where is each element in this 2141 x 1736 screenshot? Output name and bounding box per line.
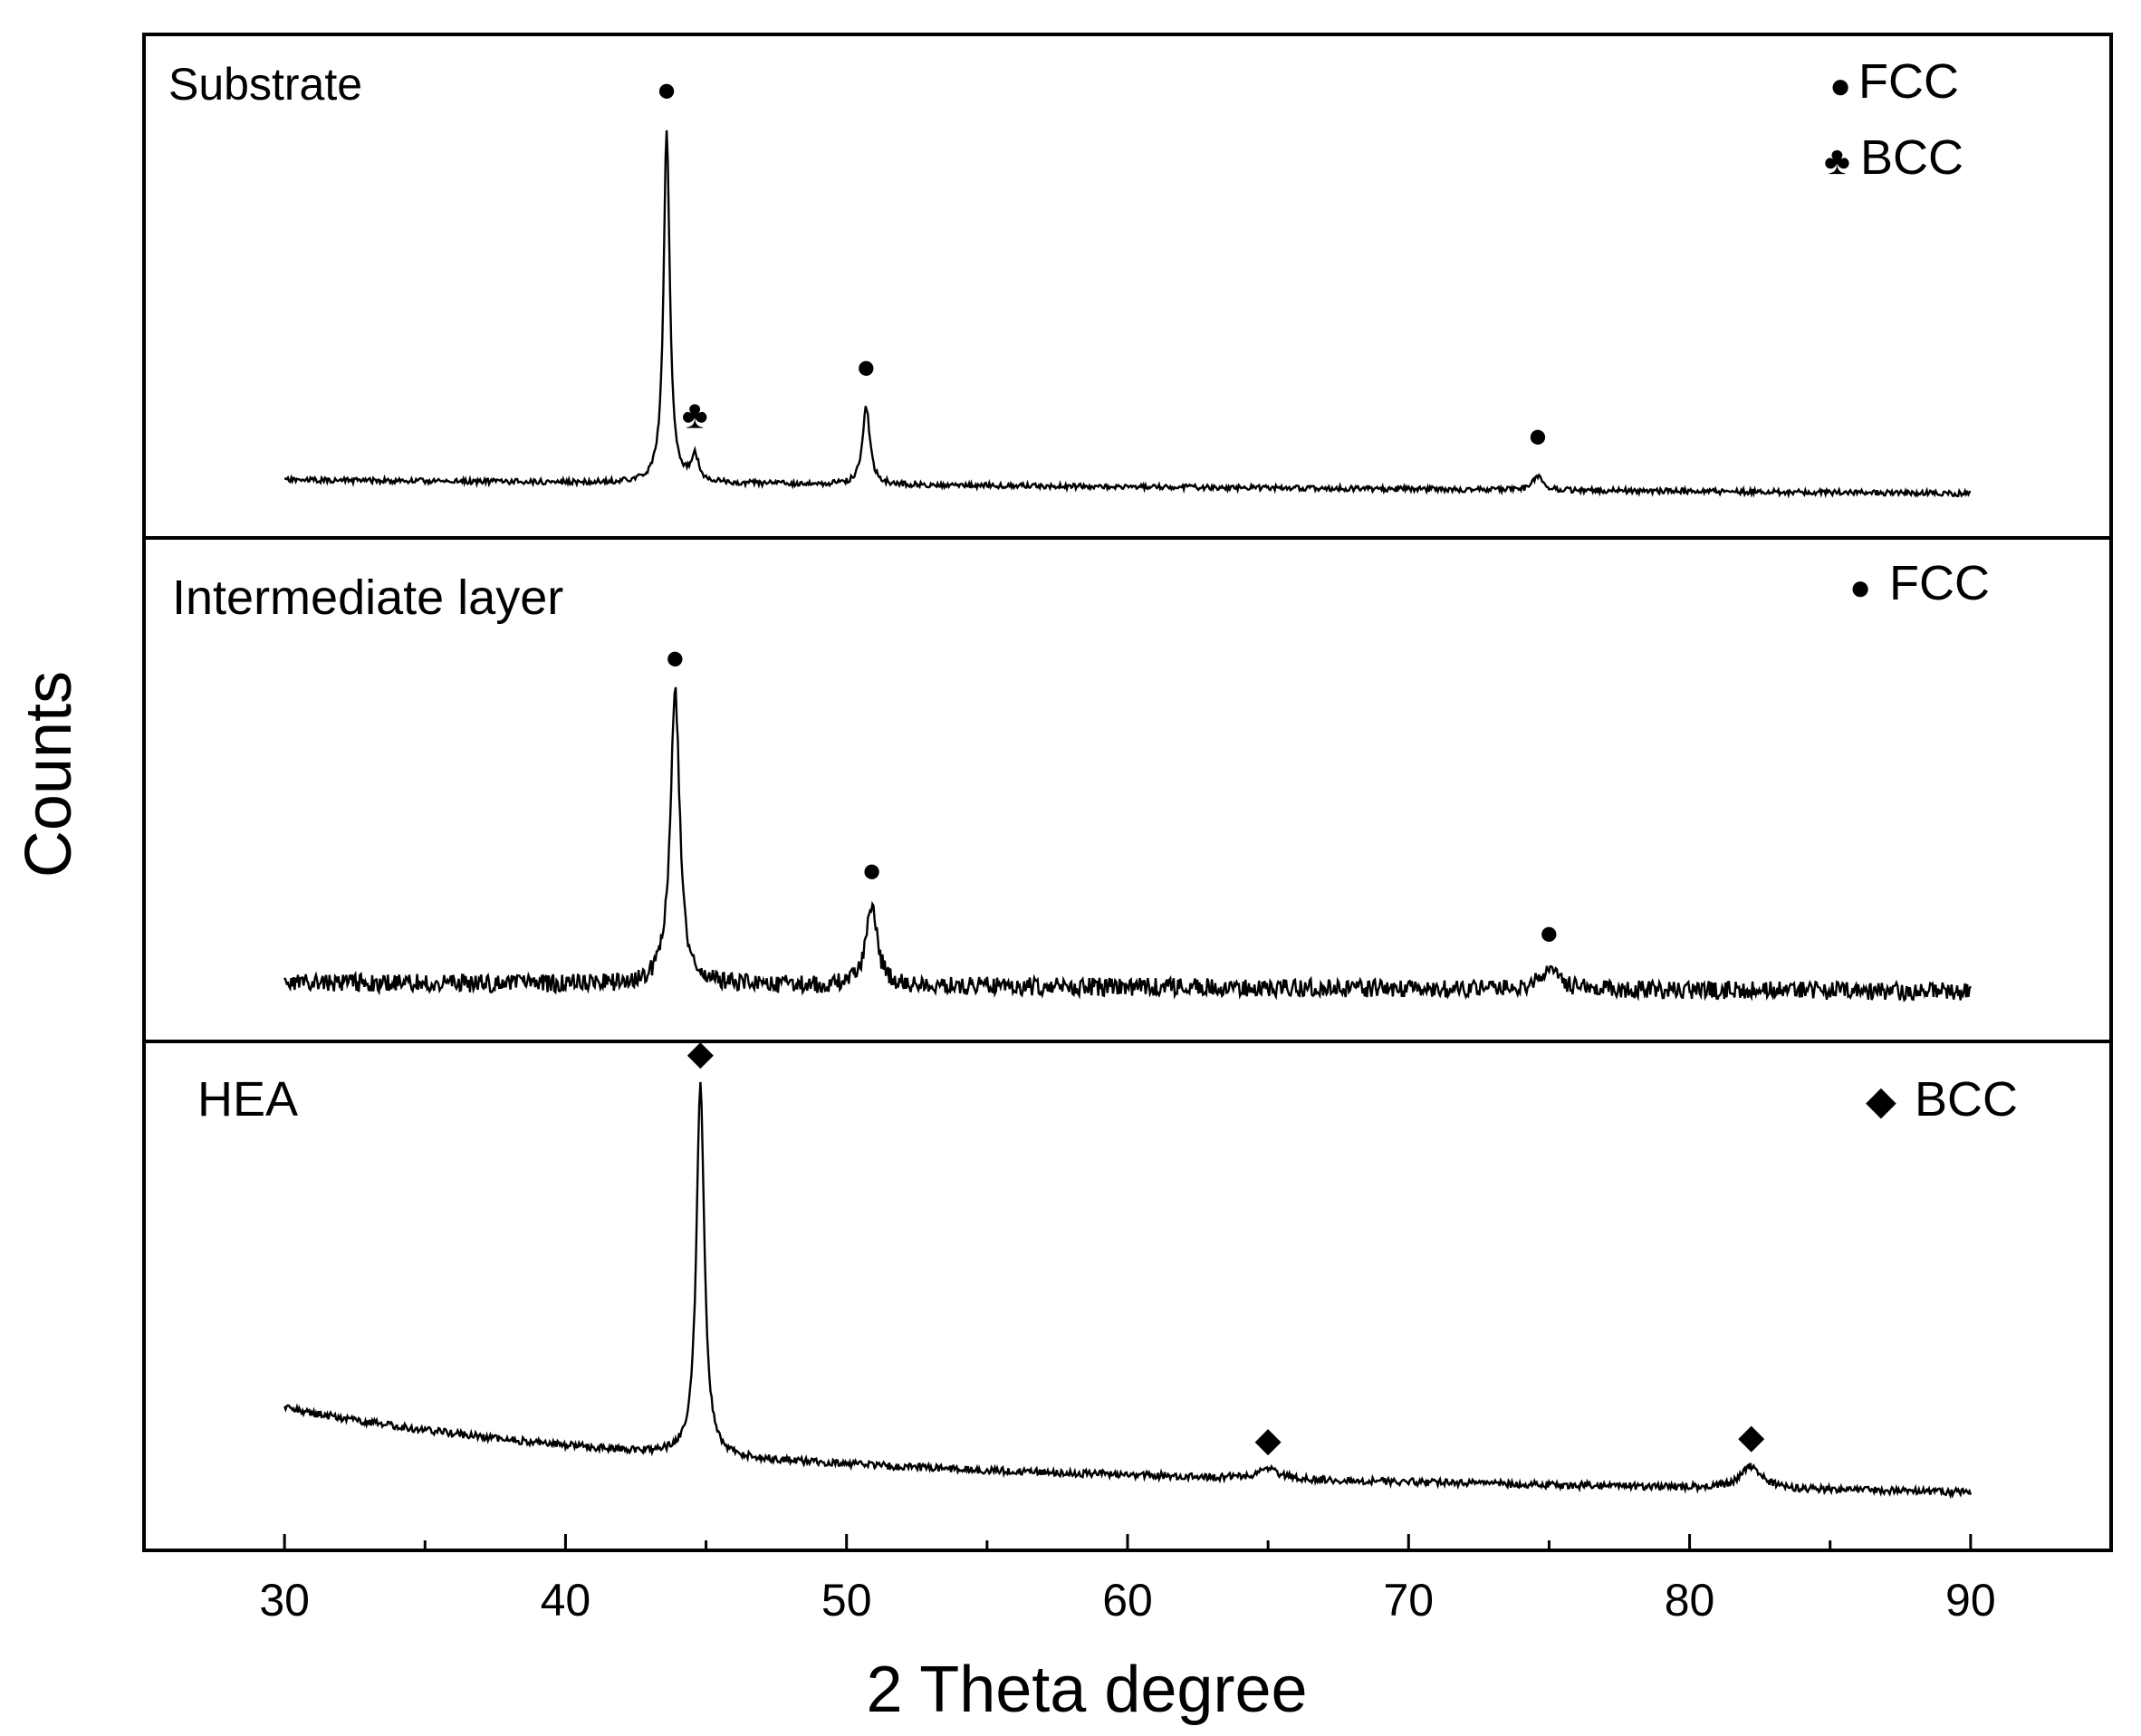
panel-intermediate-layer: ● ● ● Intermediate layer ● FCC [172, 556, 1990, 1002]
x-tick-label: 40 [541, 1575, 591, 1626]
x-axis: 30 40 50 60 70 80 90 [259, 1534, 1996, 1626]
legend-text: FCC [1889, 556, 1990, 610]
legend-text: FCC [1858, 54, 1959, 109]
peak-markers-intermediate-layer: ● ● ● [665, 638, 1560, 952]
peak-marker: ◆ [1738, 1418, 1765, 1456]
panel-hea: ◆ ◆ ◆ HEA ◆ BCC [197, 1035, 2018, 1500]
panel-label-intermediate-layer: Intermediate layer [172, 571, 563, 625]
legend-symbol: ● [1849, 568, 1871, 608]
peak-markers-hea: ◆ ◆ ◆ [687, 1035, 1765, 1460]
peak-marker: ● [665, 638, 686, 676]
peak-marker: ● [1539, 915, 1560, 953]
peak-marker: ● [657, 71, 677, 109]
y-axis-label: Counts [13, 671, 85, 878]
x-tick-label: 60 [1102, 1575, 1153, 1626]
x-tick-label: 90 [1945, 1575, 1996, 1626]
peak-marker: ● [856, 348, 877, 386]
x-tick-label: 70 [1383, 1575, 1434, 1626]
panel-label-substrate: Substrate [168, 59, 362, 110]
x-tick-label: 50 [821, 1575, 872, 1626]
peak-marker: ● [861, 852, 882, 890]
panel-label-hea: HEA [197, 1072, 298, 1127]
peak-marker: ◆ [687, 1035, 715, 1073]
series-line-intermediate-layer [283, 686, 1972, 1002]
x-tick-label: 30 [259, 1575, 310, 1626]
x-tick-label: 80 [1665, 1575, 1715, 1626]
legend-symbol: ◆ [1866, 1079, 1896, 1123]
legend-substrate: ● FCC ♣ BCC [1824, 54, 1963, 185]
legend-symbol: ● [1829, 66, 1851, 106]
plot-frame [142, 33, 2113, 1552]
peak-marker: ◆ [1254, 1422, 1282, 1460]
series-line-hea [283, 1081, 1973, 1500]
legend-hea: ◆ BCC [1866, 1072, 2018, 1127]
legend-symbol: ♣ [1824, 139, 1850, 183]
peak-markers-substrate: ● ♣ ● ● [657, 71, 1549, 455]
peak-marker: ♣ [682, 392, 708, 436]
x-axis-label: 2 Theta degree [866, 1654, 1307, 1726]
panel-substrate: ● ♣ ● ● Substrate ● FCC ♣ BCC [168, 54, 1972, 499]
series-line-substrate [283, 129, 1972, 499]
legend-text: BCC [1915, 1072, 2018, 1127]
legend-text: BCC [1860, 130, 1963, 185]
peak-marker: ● [1528, 417, 1549, 456]
legend-intermediate-layer: ● FCC [1849, 556, 1990, 610]
